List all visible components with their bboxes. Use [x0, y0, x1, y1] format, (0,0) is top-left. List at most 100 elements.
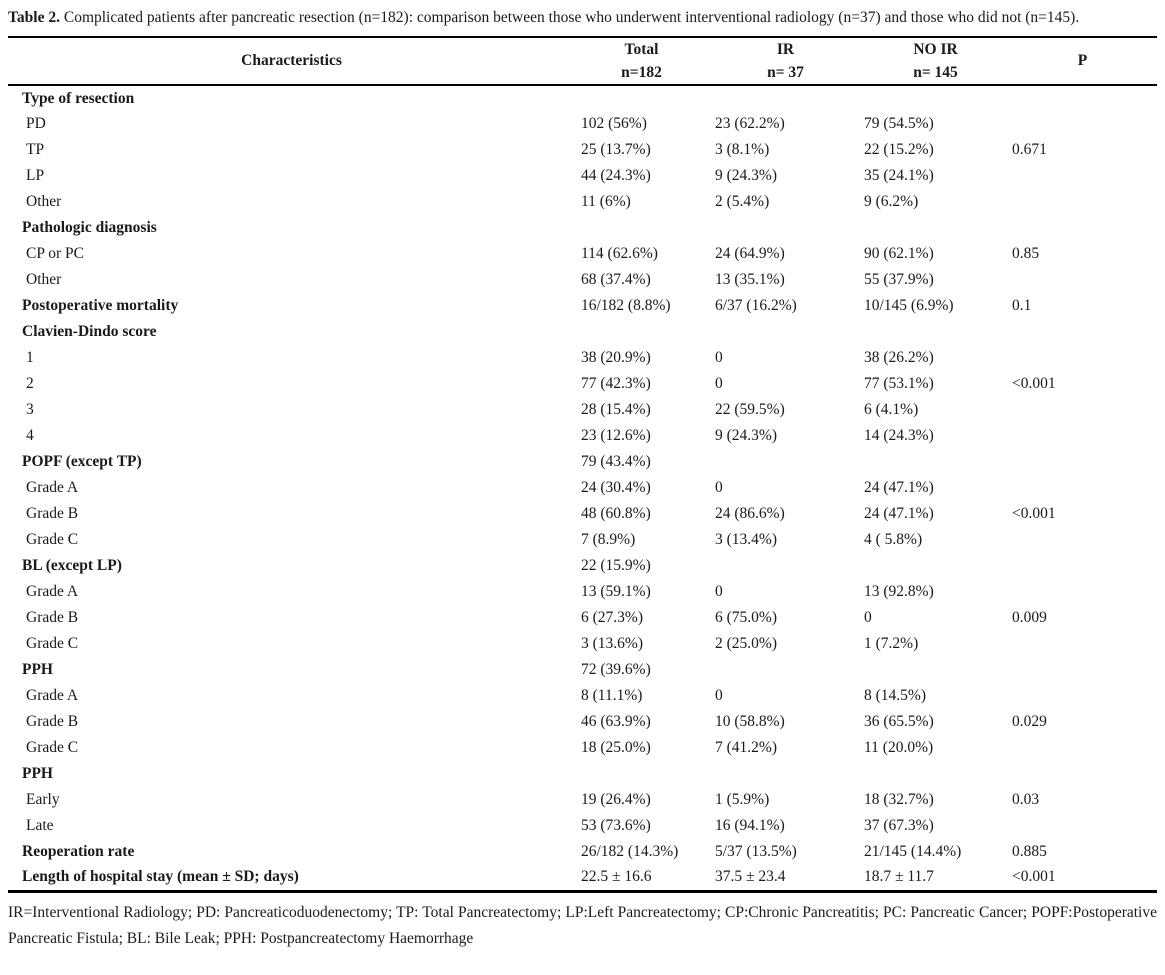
cell-p-value: <0.001: [1012, 868, 1056, 886]
cell-no-ir: 8 (14.5%): [864, 687, 926, 704]
table-row: Other 11 (6%) 2 (5.4%) 9 (6.2%): [8, 189, 1157, 215]
row-label: Grade B: [26, 505, 79, 522]
table-row: Type of resection: [8, 85, 1157, 111]
cell-total: 53 (73.6%): [581, 817, 651, 834]
table-caption-label: Table 2.: [8, 9, 60, 26]
table-row: 2 77 (42.3%) 0 77 (53.1%) <0.001: [8, 371, 1157, 397]
cell-total: 72 (39.6%): [581, 661, 651, 678]
col-header-total-n: n=182: [621, 64, 662, 81]
table-row: Clavien-Dindo score: [8, 319, 1157, 345]
row-label: 3: [26, 401, 34, 418]
cell-p-value: 0.885: [1012, 843, 1047, 860]
col-header-ir-n: n= 37: [767, 64, 804, 81]
cell-no-ir: 79 (54.5%): [864, 115, 934, 132]
cell-no-ir: 24 (47.1%): [864, 479, 934, 496]
cell-ir: 24 (86.6%): [715, 505, 785, 522]
row-label: 2: [26, 375, 34, 392]
table-body: Type of resection PD 102 (56%) 23 (62.2%) 79…: [8, 85, 1157, 891]
cell-p-value: [1008, 683, 1157, 709]
cell-total: 77 (42.3%): [581, 375, 651, 392]
cell-total: [575, 85, 708, 111]
col-header-no-ir: NO IR n= 145: [863, 37, 1008, 85]
table-row: Grade B 48 (60.8%) 24 (86.6%) 24 (47.1%) <0.…: [8, 501, 1157, 527]
cell-ir: 16 (94.1%): [715, 817, 785, 834]
row-label: LP: [26, 167, 45, 184]
row-label: Pathologic diagnosis: [22, 219, 157, 236]
col-header-total-title: Total: [624, 41, 659, 58]
table-row: PPH: [8, 761, 1157, 787]
table-row: Other 68 (37.4%) 13 (35.1%) 55 (37.9%): [8, 267, 1157, 293]
cell-no-ir: 77 (53.1%): [864, 375, 934, 392]
row-label: Postoperative mortality: [22, 297, 179, 314]
cell-ir: 13 (35.1%): [715, 271, 785, 288]
cell-ir: [708, 657, 863, 683]
cell-total: 114 (62.6%): [581, 245, 658, 262]
cell-ir: 3 (13.4%): [715, 531, 777, 548]
row-label: Grade B: [26, 609, 79, 626]
table-row: POPF (except TP) 79 (43.4%): [8, 449, 1157, 475]
table-row: Grade B 46 (63.9%) 10 (58.8%) 36 (65.5%) 0.0…: [8, 709, 1157, 735]
cell-p-value: [1008, 423, 1157, 449]
cell-total: [575, 319, 708, 345]
row-label: Grade C: [26, 531, 79, 548]
cell-total: 22 (15.9%): [581, 557, 651, 574]
row-label: PPH: [22, 765, 53, 782]
cell-total: 44 (24.3%): [581, 167, 651, 184]
cell-p-value: [1008, 761, 1157, 787]
row-label: Clavien-Dindo score: [22, 323, 157, 340]
table-row: Grade C 3 (13.6%) 2 (25.0%) 1 (7.2%): [8, 631, 1157, 657]
cell-total: 19 (26.4%): [581, 791, 651, 808]
cell-p-value: [1008, 267, 1157, 293]
table-row: Early 19 (26.4%) 1 (5.9%) 18 (32.7%) 0.03: [8, 787, 1157, 813]
col-header-total: Total n=182: [575, 37, 708, 85]
cell-p-value: [1008, 163, 1157, 189]
cell-ir: 9 (24.3%): [715, 427, 777, 444]
table-row: Postoperative mortality 16/182 (8.8%) 6/37…: [8, 293, 1157, 319]
cell-p-value: [1008, 345, 1157, 371]
col-header-ir: IR n= 37: [708, 37, 863, 85]
cell-no-ir: 22 (15.2%): [864, 141, 934, 158]
cell-ir: 0: [715, 375, 723, 392]
cell-p-value: [1008, 215, 1157, 241]
row-label: Other: [26, 193, 62, 210]
cell-no-ir: 9 (6.2%): [864, 193, 919, 210]
cell-ir: 5/37 (13.5%): [715, 843, 797, 860]
row-label: TP: [26, 141, 45, 158]
cell-no-ir: 55 (37.9%): [864, 271, 934, 288]
cell-no-ir: 35 (24.1%): [864, 167, 934, 184]
cell-total: 18 (25.0%): [581, 739, 651, 756]
cell-ir: 10 (58.8%): [715, 713, 785, 730]
row-label: Grade A: [26, 687, 79, 704]
cell-no-ir: 1 (7.2%): [864, 635, 919, 652]
cell-ir: 2 (25.0%): [715, 635, 777, 652]
cell-no-ir: 18 (32.7%): [864, 791, 934, 808]
cell-ir: 24 (64.9%): [715, 245, 785, 262]
cell-total: 68 (37.4%): [581, 271, 651, 288]
col-header-p: P: [1077, 52, 1088, 69]
cell-p-value: [1008, 813, 1157, 839]
cell-total: 102 (56%): [581, 115, 647, 132]
table-row: Reoperation rate 26/182 (14.3%) 5/37 (13.5…: [8, 839, 1157, 865]
cell-ir: 1 (5.9%): [715, 791, 770, 808]
cell-no-ir: 24 (47.1%): [864, 505, 934, 522]
col-header-no-ir-title: NO IR: [913, 41, 958, 58]
cell-total: 22.5 ± 16.6: [581, 868, 652, 886]
cell-ir: [708, 215, 863, 241]
table-caption: Table 2. Complicated patients after panc…: [8, 6, 1157, 36]
table-row: TP 25 (13.7%) 3 (8.1%) 22 (15.2%) 0.671: [8, 137, 1157, 163]
cell-p-value: [1008, 397, 1157, 423]
cell-ir: [708, 85, 863, 111]
table-row: PD 102 (56%) 23 (62.2%) 79 (54.5%): [8, 111, 1157, 137]
cell-p-value: 0.029: [1012, 713, 1047, 730]
table-row: Length of hospital stay (mean ± SD; days…: [8, 865, 1157, 891]
row-label: Length of hospital stay (mean ± SD; days…: [22, 868, 299, 886]
table-row: BL (except LP) 22 (15.9%): [8, 553, 1157, 579]
cell-p-value: [1008, 553, 1157, 579]
row-label: PD: [26, 115, 46, 132]
table-footnote: IR=Interventional Radiology; PD: Pancrea…: [8, 903, 1157, 947]
cell-total: 79 (43.4%): [581, 453, 651, 470]
cell-p-value: [1008, 735, 1157, 761]
cell-p-value: [1008, 631, 1157, 657]
cell-no-ir: 6 (4.1%): [864, 401, 919, 418]
